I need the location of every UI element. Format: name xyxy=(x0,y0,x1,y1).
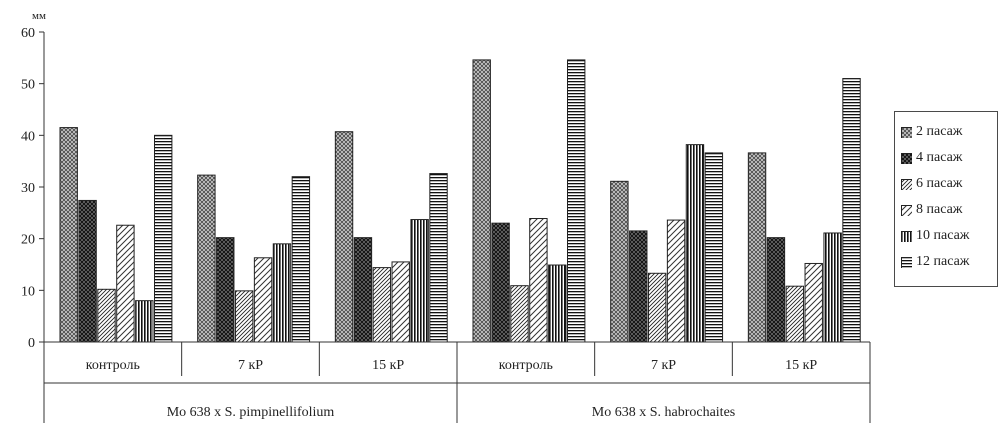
bar-4-пасаж-1 xyxy=(216,237,235,343)
legend-swatch xyxy=(901,256,912,268)
legend-swatch xyxy=(901,230,912,242)
bar-10-пасаж-5 xyxy=(823,232,842,343)
bar-10-пасаж-1 xyxy=(272,243,292,343)
bar-12-пасаж-1 xyxy=(291,176,311,343)
bar-2-пасаж-5 xyxy=(747,152,767,343)
bar-12-пасаж-3 xyxy=(567,59,586,343)
bar-10-пасаж-2 xyxy=(410,219,429,343)
legend-swatch xyxy=(901,178,912,190)
bar-2-пасаж-4 xyxy=(610,180,629,343)
bars xyxy=(59,59,861,343)
legend-label: 12 пасаж xyxy=(916,254,970,269)
bar-4-пасаж-2 xyxy=(353,237,373,343)
bar-8-пасаж-4 xyxy=(666,219,686,343)
y-tick-label: 30 xyxy=(21,181,35,196)
legend-item: 2 пасаж xyxy=(901,124,962,140)
bar-2-пасаж-1 xyxy=(197,174,216,343)
bar-8-пасаж-3 xyxy=(529,218,548,343)
legend-swatch xyxy=(901,204,912,216)
legend-label: 10 пасаж xyxy=(916,228,970,243)
legend-swatch xyxy=(901,126,912,138)
y-tick-label: 20 xyxy=(21,233,35,248)
bar-12-пасаж-5 xyxy=(842,78,861,343)
legend-item: 8 пасаж xyxy=(901,202,962,218)
bar-6-пасаж-4 xyxy=(647,272,667,343)
x-category-label: контроль xyxy=(86,358,140,373)
bar-6-пасаж-0 xyxy=(97,288,116,343)
x-group-label: Mo 638 x S. habrochaites xyxy=(592,405,735,420)
bar-8-пасаж-0 xyxy=(116,224,135,343)
bar-6-пасаж-2 xyxy=(372,267,392,343)
bar-8-пасаж-5 xyxy=(804,262,823,343)
bar-6-пасаж-3 xyxy=(510,285,529,343)
bar-4-пасаж-3 xyxy=(491,222,510,343)
bar-4-пасаж-0 xyxy=(78,199,97,343)
bar-6-пасаж-1 xyxy=(234,290,254,343)
legend-item: 4 пасаж xyxy=(901,150,962,166)
bar-10-пасаж-3 xyxy=(548,264,567,343)
legend-label: 2 пасаж xyxy=(916,124,963,139)
y-axis-unit-label: мм xyxy=(32,10,46,22)
x-category-label: 15 кР xyxy=(372,358,404,373)
legend: 2 пасаж 4 пасаж 6 пасаж 8 пасаж 10 пасаж 12 п… xyxy=(894,111,998,287)
y-axis: 0 10 20 30 40 50 60 xyxy=(21,26,45,351)
bar-10-пасаж-4 xyxy=(685,144,705,343)
y-tick-label: 40 xyxy=(21,129,35,144)
bar-8-пасаж-1 xyxy=(253,257,273,343)
bar-6-пасаж-5 xyxy=(785,285,805,343)
bar-2-пасаж-2 xyxy=(334,131,354,343)
y-tick-label: 0 xyxy=(28,336,35,351)
y-tick-label: 10 xyxy=(21,284,35,299)
bar-4-пасаж-4 xyxy=(629,230,648,343)
bar-10-пасаж-0 xyxy=(135,300,154,343)
legend-item: 12 пасаж xyxy=(901,254,969,270)
legend-label: 8 пасаж xyxy=(916,202,963,217)
legend-swatch xyxy=(901,152,912,164)
x-category-label: 15 кР xyxy=(785,358,817,373)
x-category-label: 7 кР xyxy=(651,358,676,373)
x-category-label: 7 кР xyxy=(238,358,263,373)
x-category-label: контроль xyxy=(499,358,553,373)
y-tick-label: 60 xyxy=(21,26,35,41)
bar-12-пасаж-4 xyxy=(704,152,724,343)
x-group-label: Mo 638 x S. pimpinellifolium xyxy=(167,405,335,420)
bar-4-пасаж-5 xyxy=(766,237,786,343)
bar-2-пасаж-0 xyxy=(59,127,78,343)
legend-label: 4 пасаж xyxy=(916,150,963,165)
bar-12-пасаж-2 xyxy=(429,173,448,343)
y-tick-label: 50 xyxy=(21,78,35,93)
legend-label: 6 пасаж xyxy=(916,176,963,191)
bar-2-пасаж-3 xyxy=(472,59,491,343)
legend-item: 10 пасаж xyxy=(901,228,969,244)
bar-12-пасаж-0 xyxy=(154,134,173,343)
bar-8-пасаж-2 xyxy=(391,261,410,343)
x-axis: контроль 7 кР 15 кР контроль 7 кР 15 кР Mo 638… xyxy=(43,341,871,423)
legend-item: 6 пасаж xyxy=(901,176,962,192)
